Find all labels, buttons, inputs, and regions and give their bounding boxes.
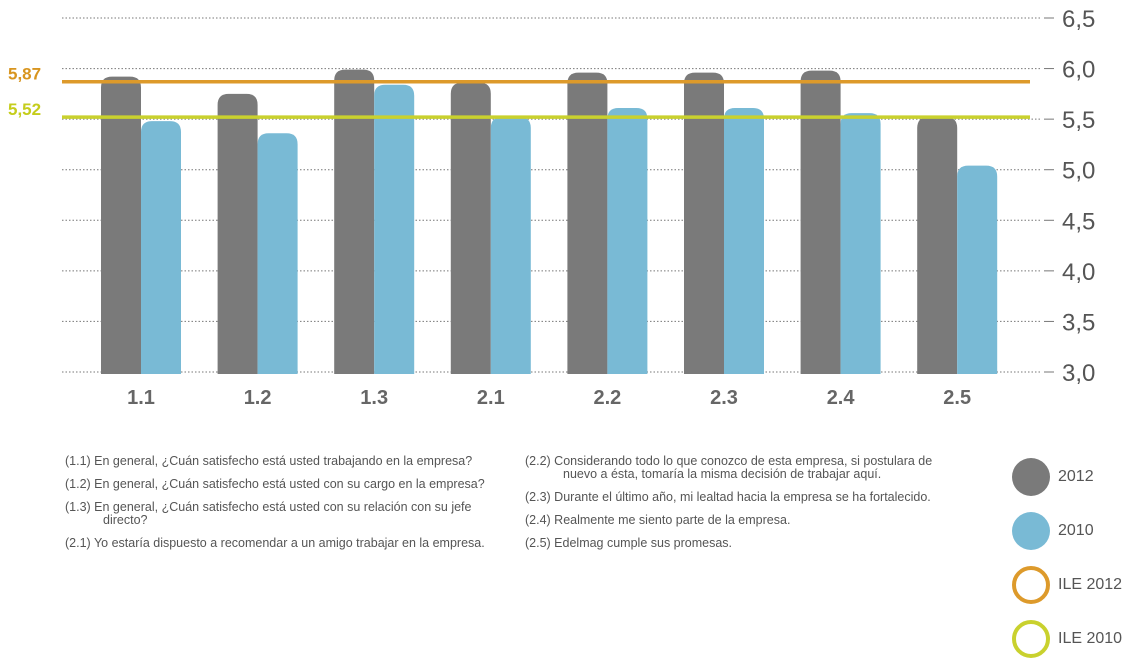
bar-2012-2-5: [917, 117, 958, 375]
bar-2012-2-3: [684, 72, 724, 375]
bar-2010-1-2: [257, 133, 298, 374]
bar-2012-2-4: [800, 70, 841, 374]
legend-item-ile-2012: ILE 2012: [1012, 558, 1142, 612]
legend-item-2010: 2010: [1012, 504, 1142, 558]
legend-item-ile-2010: ILE 2010: [1012, 612, 1142, 666]
note-1-2: (1.2) En general, ¿Cuán satisfecho está …: [65, 477, 485, 491]
note-2-2: (2.2) Considerando todo lo que conozco d…: [525, 454, 933, 481]
bar-2010-2-3: [724, 108, 764, 374]
legend-swatch-ile-2010: [1012, 620, 1050, 658]
legend-label-2010: 2010: [1058, 522, 1094, 539]
y-tick-label: 6,0: [1062, 57, 1095, 84]
notes-left: (1.1) En general, ¿Cuán satisfecho está …: [65, 455, 495, 560]
x-tick-label: 1.1: [127, 387, 155, 409]
bar-2012-2-1: [450, 82, 491, 374]
x-tick-label: 2.2: [593, 387, 621, 409]
bar-2012-2-2: [567, 72, 608, 375]
note-2-3: (2.3) Durante el último año, mi lealtad …: [525, 490, 931, 504]
bar-2012-1-1: [101, 76, 141, 375]
legend-label-ile-2010: ILE 2010: [1058, 630, 1123, 647]
bar-2012-1-3: [334, 69, 375, 374]
note-1-1: (1.1) En general, ¿Cuán satisfecho está …: [65, 454, 473, 468]
legend-label-2012: 2012: [1058, 468, 1094, 485]
y-tick-label: 5,0: [1062, 158, 1095, 185]
reference-line-label: 5,87: [8, 65, 41, 84]
legend-item-2012: 2012: [1012, 450, 1142, 504]
bar-chart: 3,0 3,5 4,0 4,5 5,0 5,5 6,0 6,5 1.1 1.2 1.3 2.1 2.2 2…: [8, 6, 1095, 409]
x-tick-label: 2.1: [477, 387, 505, 409]
bar-2010-2-2: [607, 108, 648, 374]
y-tick-label: 3,5: [1062, 309, 1095, 336]
legend-label-ile-2012: ILE 2012: [1058, 576, 1123, 593]
legend: 2012 2010 ILE 2012 ILE 2010: [1012, 450, 1142, 666]
x-tick-label: 2.4: [827, 387, 856, 409]
bar-2010-2-1: [490, 117, 531, 375]
y-tick-label: 4,5: [1062, 208, 1095, 235]
legend-swatch-2012: [1012, 458, 1050, 496]
legend-swatch-2010: [1012, 512, 1050, 550]
bar-2010-2-5: [957, 165, 998, 374]
bar-2010-2-4: [840, 113, 881, 375]
legend-swatch-ile-2012: [1012, 566, 1050, 604]
note-2-1: (2.1) Yo estaría dispuesto a recomendar …: [65, 536, 485, 550]
y-tick-label: 4,0: [1062, 259, 1095, 286]
notes-right: (2.2) Considerando todo lo que conozco d…: [525, 455, 955, 560]
x-tick-label: 1.2: [244, 387, 272, 409]
y-tick-label: 6,5: [1062, 6, 1095, 33]
y-tick-label: 5,5: [1062, 107, 1095, 134]
x-tick-label: 1.3: [360, 387, 388, 409]
bar-2010-1-3: [374, 84, 415, 375]
x-tick-label: 2.3: [710, 387, 738, 409]
bar-2012-1-2: [217, 93, 258, 374]
note-2-5: (2.5) Edelmag cumple sus promesas.: [525, 536, 733, 550]
reference-line-label: 5,52: [8, 100, 41, 119]
note-2-4: (2.4) Realmente me siento parte de la em…: [525, 513, 791, 527]
bar-2010-1-1: [141, 121, 181, 374]
y-tick-label: 3,0: [1062, 360, 1095, 387]
note-1-3: (1.3) En general, ¿Cuán satisfecho está …: [65, 500, 472, 527]
x-tick-label: 2.5: [943, 387, 971, 409]
